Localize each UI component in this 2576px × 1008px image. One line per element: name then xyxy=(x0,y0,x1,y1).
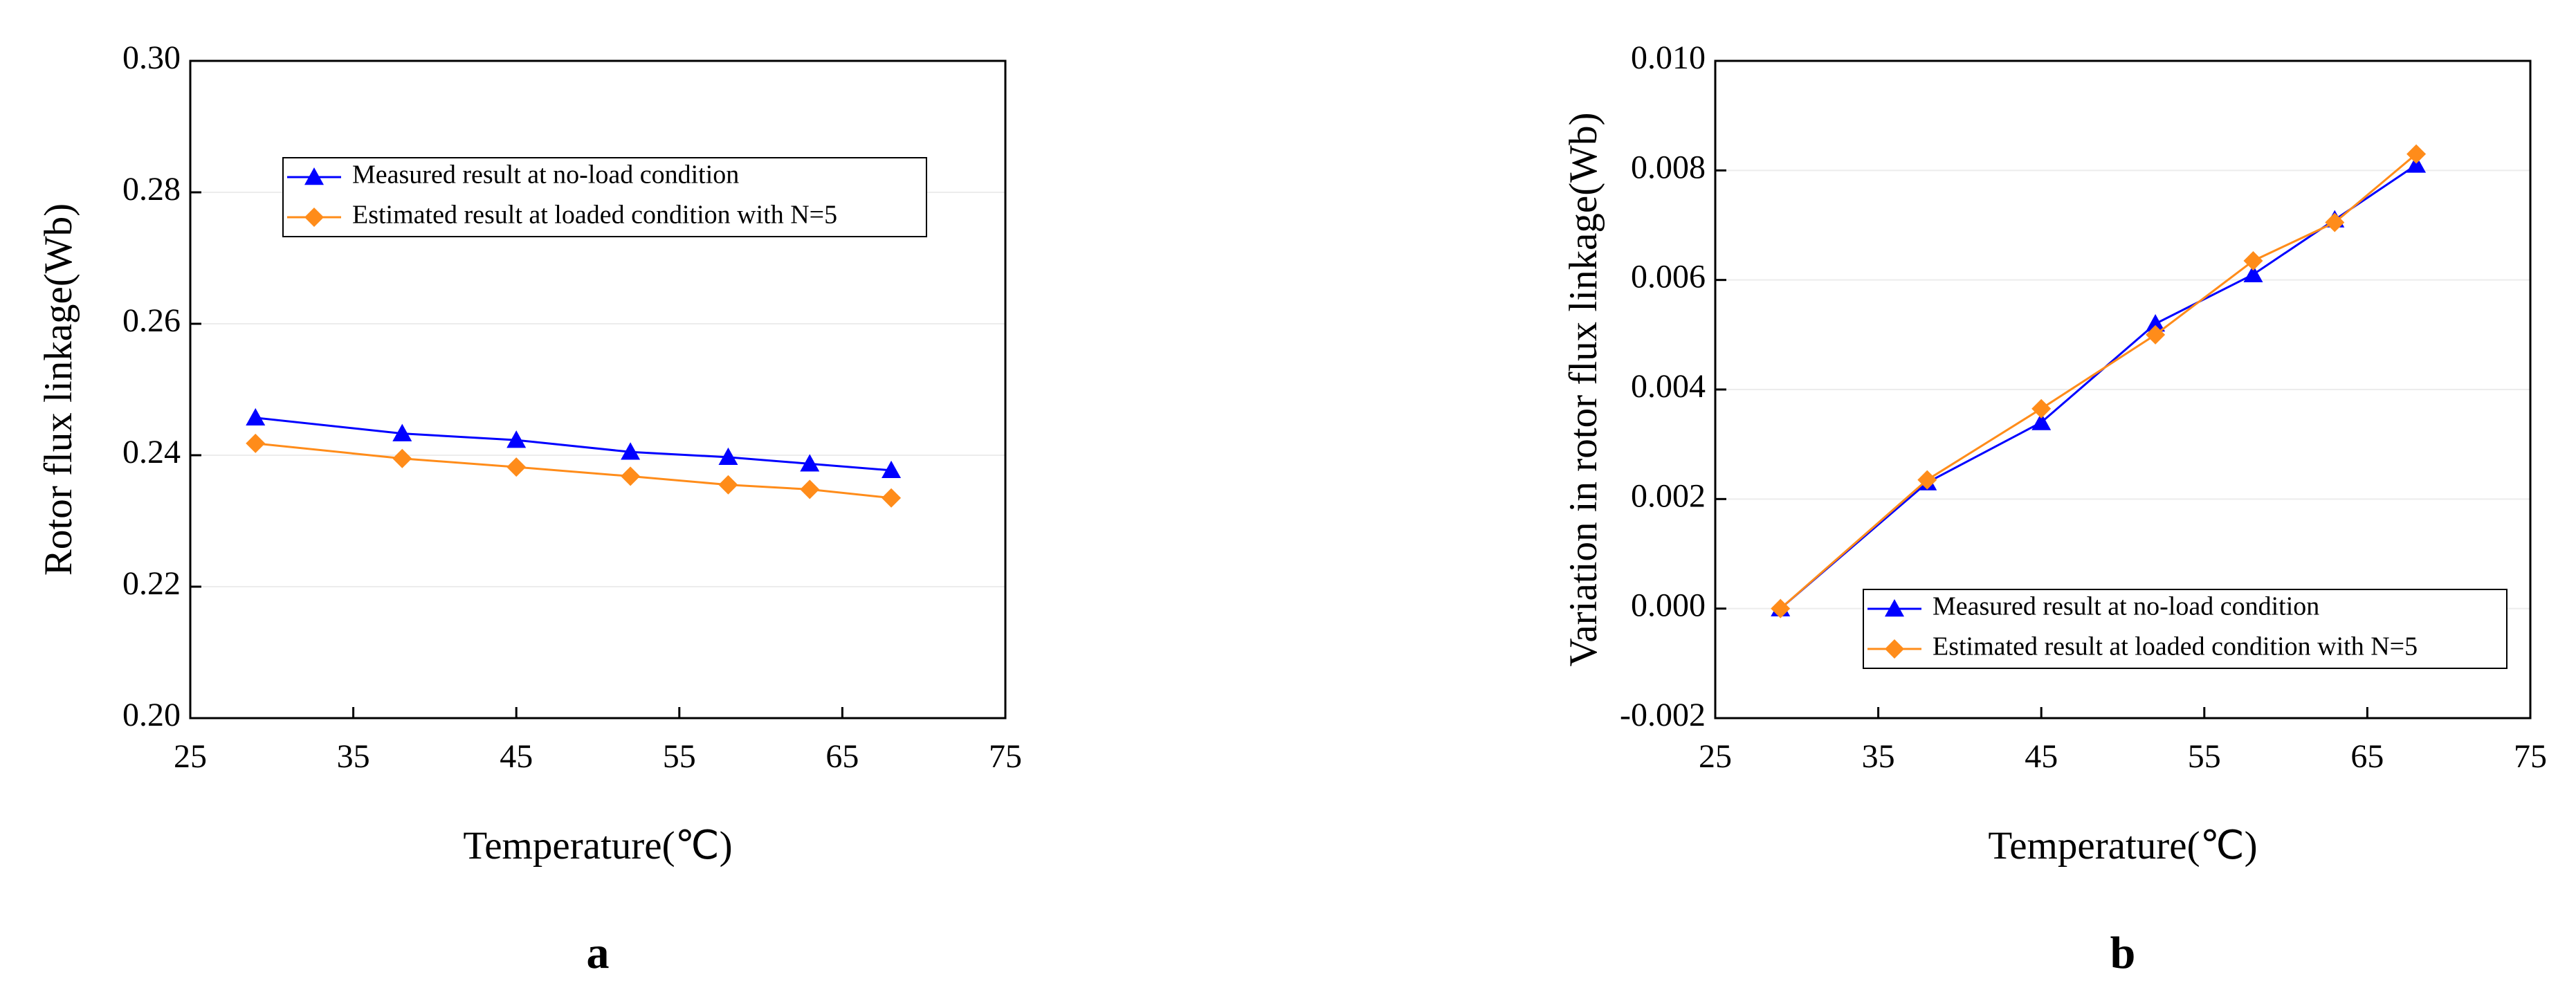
data-point xyxy=(392,448,412,468)
plot-frame xyxy=(1714,59,2532,720)
data-point xyxy=(2243,264,2263,282)
x-tick-label: 55 xyxy=(2188,738,2221,775)
data-point xyxy=(246,433,266,453)
y-axis-title: Variation in rotor flux linkage(Wb) xyxy=(1562,113,1605,667)
x-axis-title: Temperature(℃) xyxy=(1988,824,2257,868)
x-tick-label: 65 xyxy=(2350,738,2384,775)
y-tick-label: 0.004 xyxy=(1631,368,1706,405)
chart-panel: -0.002 0.000 0.002 0.004 0.006 0.008 0.010 25 35… xyxy=(1562,39,2547,978)
x-axis-title: Temperature(℃) xyxy=(463,824,732,868)
data-point xyxy=(881,488,902,508)
legend-label: Measured result at no-load condition xyxy=(352,161,739,190)
data-point xyxy=(800,479,820,500)
x-tick-label: 75 xyxy=(989,738,1022,775)
legend-label: Estimated result at loaded condition wit… xyxy=(352,201,837,230)
y-tick-label: 0.20 xyxy=(122,697,181,733)
y-tick-label: 0.22 xyxy=(122,565,181,602)
data-point xyxy=(506,430,527,448)
series-line xyxy=(1780,153,2418,610)
y-tick-label: 0.006 xyxy=(1631,259,1706,295)
data-point xyxy=(718,447,738,466)
legend-label: Measured result at no-load condition xyxy=(1933,592,2319,621)
chart-panel: 0.20 0.22 0.24 0.26 0.28 0.30 25 35 45 55 65 75 Temp… xyxy=(37,39,1022,978)
panel-label: b xyxy=(2110,928,2136,978)
data-point xyxy=(2146,324,2166,345)
data-point xyxy=(621,466,641,486)
x-tick-label: 65 xyxy=(825,738,859,775)
plot-frame xyxy=(189,59,1007,720)
panel-label: a xyxy=(587,928,610,978)
legend-marker xyxy=(304,208,324,227)
legend: Measured result at no-load condition Esti… xyxy=(282,157,927,237)
series-line xyxy=(1780,164,2417,610)
x-tick-label: 35 xyxy=(1862,738,1895,775)
y-tick-label: 0.000 xyxy=(1631,587,1706,624)
data-point xyxy=(2406,144,2427,164)
legend-box xyxy=(1863,589,2508,669)
data-point xyxy=(718,475,738,495)
x-tick-label: 25 xyxy=(174,738,207,775)
y-tick-label: 0.26 xyxy=(122,302,181,339)
y-tick-label: -0.002 xyxy=(1620,697,1706,733)
y-tick-label: 0.010 xyxy=(1631,39,1706,76)
x-tick-label: 45 xyxy=(2025,738,2058,775)
x-tick-label: 25 xyxy=(1699,738,1732,775)
x-tick-label: 55 xyxy=(663,738,696,775)
data-point xyxy=(2325,212,2345,232)
data-point xyxy=(881,460,902,479)
y-axis-title: Rotor flux linkage(Wb) xyxy=(37,203,80,576)
legend-box xyxy=(282,157,927,237)
legend-label: Estimated result at loaded condition wit… xyxy=(1933,632,2418,661)
y-tick-label: 0.002 xyxy=(1631,477,1706,514)
data-point xyxy=(800,454,820,472)
y-tick-label: 0.28 xyxy=(122,171,181,208)
legend: Measured result at no-load condition Esti… xyxy=(1863,589,2508,669)
legend-marker xyxy=(1885,639,1904,659)
data-point xyxy=(392,423,412,441)
x-tick-label: 45 xyxy=(500,738,533,775)
series-line xyxy=(255,416,892,472)
data-point xyxy=(621,442,641,460)
data-point xyxy=(2243,250,2263,271)
y-tick-label: 0.008 xyxy=(1631,149,1706,185)
data-point xyxy=(1917,470,1937,490)
data-point xyxy=(2031,398,2052,419)
legend-marker xyxy=(1885,599,1904,617)
data-point xyxy=(246,407,266,426)
legend-marker xyxy=(304,167,324,185)
series-line xyxy=(255,442,892,500)
data-point xyxy=(2146,314,2166,332)
x-tick-label: 35 xyxy=(337,738,370,775)
data-point xyxy=(2031,412,2052,430)
y-tick-label: 0.24 xyxy=(122,434,181,470)
data-point xyxy=(1771,598,1791,618)
x-tick-label: 75 xyxy=(2514,738,2547,775)
y-tick-label: 0.30 xyxy=(122,39,181,76)
data-point xyxy=(2406,155,2427,173)
data-point xyxy=(506,457,527,477)
